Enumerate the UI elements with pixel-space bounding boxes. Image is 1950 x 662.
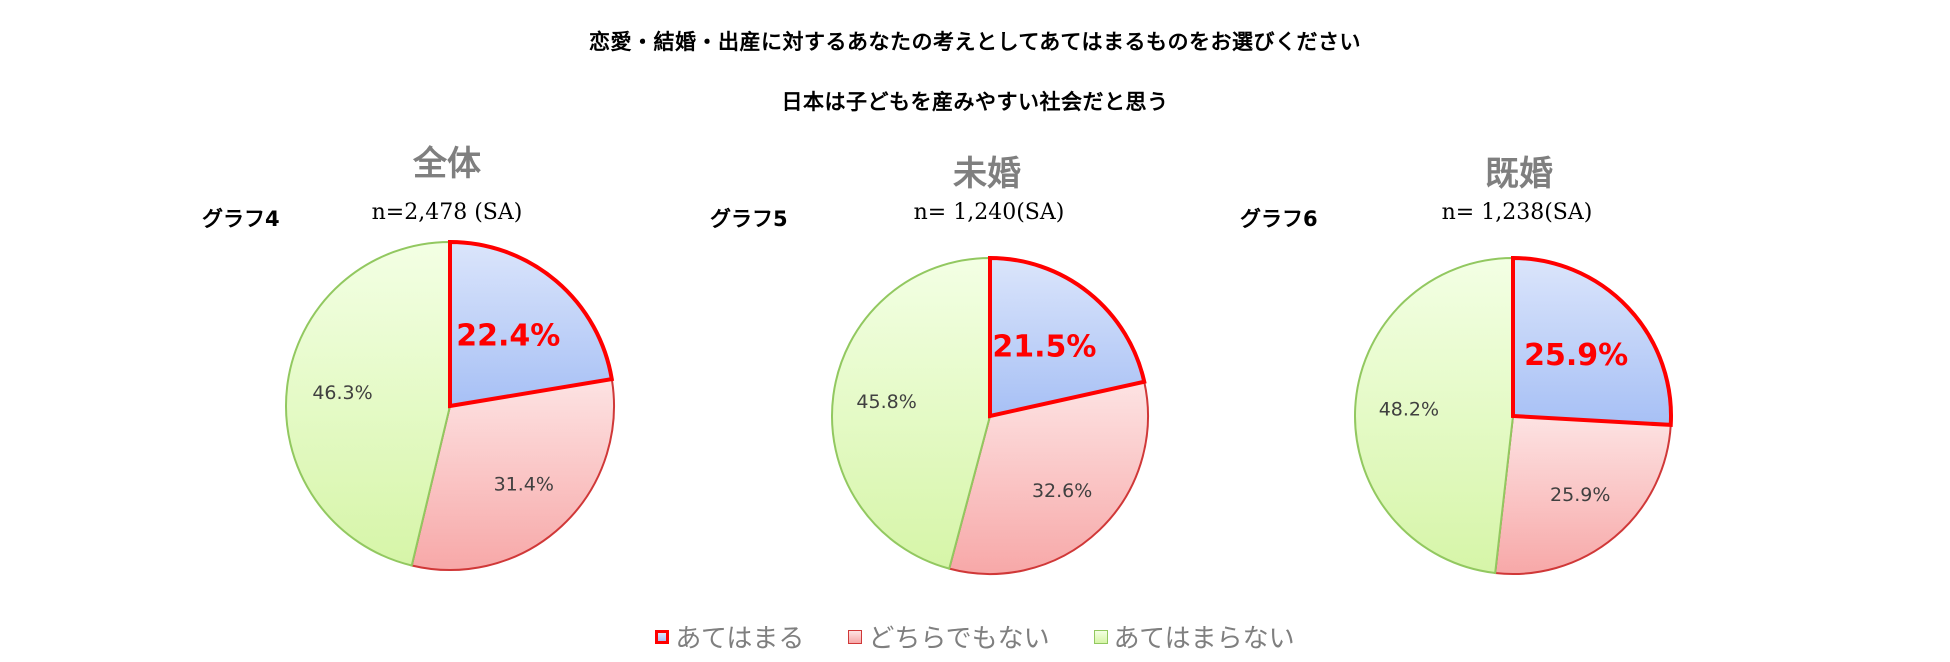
slice-atehamaru: [448, 239, 615, 409]
data-label-atehamaru: 21.5%: [992, 330, 1096, 365]
legend-label: どちらでもない: [868, 624, 1050, 654]
slice-atehamaru: [988, 255, 1147, 419]
pie-chart-unmarried: 21.5% 32.6% 45.8%: [831, 255, 1149, 575]
data-label-atehamaru: 22.4%: [456, 319, 560, 354]
legend-item-atehamaranai: あてはまらない: [1093, 618, 1295, 655]
group-label: 全体: [413, 144, 481, 184]
legend-item-dochira: どちらでもない: [848, 618, 1050, 655]
pie-panel-unmarried: 未婚 グラフ5 n= 1,240(SA) 21.5% 32.6% 45.8%: [540, 0, 1149, 600]
data-label-atehamaru: 25.9%: [1524, 338, 1628, 373]
legend-swatch-atehamaranai: [1093, 629, 1108, 644]
group-label: 未婚: [953, 154, 1021, 194]
sample-size-label: n= 1,240(SA): [913, 200, 1065, 225]
legend-item-atehamaru: あてはまる: [655, 618, 804, 655]
pie-panel-married: 既婚 グラフ6 n= 1,238(SA) 25.9% 25.9% 48.2%: [1070, 0, 1673, 600]
group-label: 既婚: [1485, 154, 1553, 194]
graph-label: グラフ6: [1240, 207, 1318, 231]
data-label-atehamaranai: 45.8%: [856, 391, 916, 413]
data-label-dochira: 25.9%: [1550, 484, 1610, 506]
pie-chart-overall: 22.4% 31.4% 46.3%: [285, 239, 615, 571]
data-label-dochira: 32.6%: [1032, 480, 1092, 502]
sample-size-label: n=2,478 (SA): [371, 200, 523, 225]
pie-chart-married: 25.9% 25.9% 48.2%: [1354, 255, 1673, 575]
chart-subtitle: 日本は子どもを産みやすい社会だと思う: [781, 90, 1169, 114]
slice-dochira: [948, 380, 1149, 575]
sample-size-label: n= 1,238(SA): [1441, 200, 1593, 225]
slice-dochira: [1494, 414, 1672, 575]
slice-atehamaru: [1511, 255, 1673, 428]
legend-label: あてはまる: [675, 624, 805, 654]
slice-dochira: [410, 377, 615, 571]
legend: あてはまる どちらでもない あてはまらない: [0, 618, 1950, 655]
data-label-atehamaranai: 46.3%: [312, 382, 372, 404]
slice-atehamaranai: [831, 256, 991, 570]
legend-label: あてはまらない: [1113, 624, 1295, 654]
data-label-dochira: 31.4%: [494, 474, 554, 496]
pie-panel-overall: 全体 グラフ4 n=2,478 (SA) 22.4% 31.4% 46.3%: [0, 0, 615, 600]
legend-swatch-dochira: [848, 629, 863, 644]
data-label-atehamaranai: 48.2%: [1379, 399, 1439, 421]
graph-label: グラフ5: [710, 207, 788, 231]
chart-title: 恋愛・結婚・出産に対するあなたの考えとしてあてはまるものをお選びください: [589, 30, 1361, 54]
slice-atehamaranai: [285, 240, 451, 567]
slice-atehamaranai: [1354, 256, 1514, 575]
legend-swatch-atehamaru: [655, 629, 670, 644]
graph-label: グラフ4: [202, 207, 280, 231]
